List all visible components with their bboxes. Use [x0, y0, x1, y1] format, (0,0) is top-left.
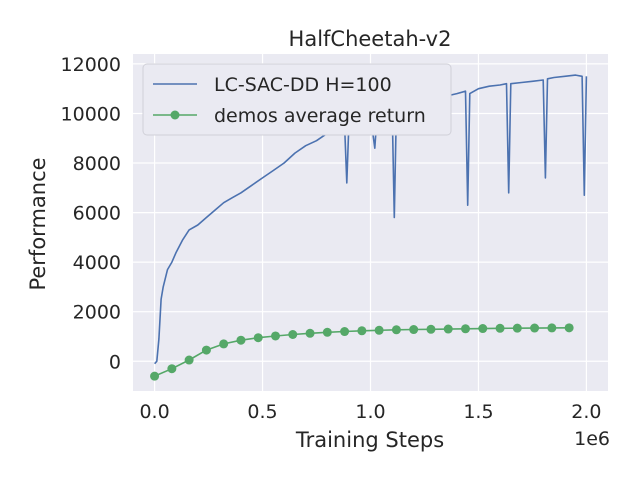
data-point: [340, 327, 350, 337]
y-tick-label: 6000: [73, 203, 121, 225]
legend: LC-SAC-DD H=100 demos average return: [142, 63, 452, 136]
data-point: [374, 325, 384, 335]
legend-marker-demos: [170, 110, 180, 120]
data-point: [478, 324, 488, 334]
data-point: [322, 327, 332, 337]
y-tick-label: 2000: [73, 302, 121, 324]
data-point: [357, 326, 367, 336]
y-tick-label: 10000: [61, 103, 121, 125]
data-point: [547, 323, 557, 333]
data-point: [495, 323, 505, 333]
y-axis-label: Performance: [26, 157, 50, 290]
data-point: [271, 331, 280, 341]
data-point: [305, 328, 315, 338]
y-tick-label: 4000: [73, 252, 121, 274]
legend-label-demos: demos average return: [214, 105, 426, 127]
data-point: [201, 345, 211, 355]
x-tick-label: 1.5: [463, 401, 493, 423]
x-axis-label: Training Steps: [295, 428, 444, 452]
data-point: [288, 330, 298, 340]
y-tick-label: 0: [109, 351, 121, 373]
x-tick-label: 0.5: [247, 401, 277, 423]
data-point: [409, 325, 419, 335]
data-point: [253, 333, 263, 343]
legend-label-lc-sac-dd: LC-SAC-DD H=100: [214, 74, 392, 96]
data-point: [512, 323, 522, 333]
data-point: [426, 324, 436, 334]
x-tick-label: 1.0: [355, 401, 385, 423]
y-tick-label: 8000: [73, 153, 121, 175]
x-offset-label: 1e6: [574, 428, 610, 450]
tick-labels: 0.0 0.5 1.0 1.5 2.0 0 2000 4000 6000 8000 10000 120…: [61, 54, 602, 423]
data-point: [167, 364, 177, 374]
data-point: [236, 335, 246, 345]
chart-title: HalfCheetah-v2: [289, 27, 452, 51]
data-point: [530, 323, 540, 333]
data-point: [150, 371, 160, 381]
legend-box: [142, 63, 452, 136]
y-tick-label: 12000: [61, 54, 121, 76]
data-point: [461, 324, 470, 334]
data-point: [184, 355, 194, 365]
data-point: [219, 339, 229, 349]
data-point: [443, 324, 453, 334]
x-tick-label: 2.0: [571, 401, 601, 423]
data-point: [391, 325, 401, 335]
data-point: [564, 323, 574, 333]
x-tick-label: 0.0: [139, 401, 169, 423]
